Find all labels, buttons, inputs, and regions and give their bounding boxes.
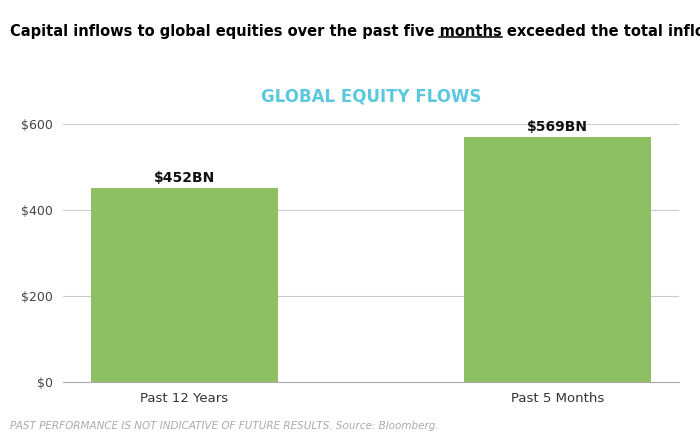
Text: PAST PERFORMANCE IS NOT INDICATIVE OF FUTURE RESULTS. Source: Bloomberg.: PAST PERFORMANCE IS NOT INDICATIVE OF FU…: [10, 420, 438, 431]
Bar: [464, 137, 651, 382]
Text: $569BN: $569BN: [527, 120, 588, 135]
Text: Capital inflows to global equities over the past five months exceeded the total : Capital inflows to global equities over …: [10, 24, 700, 40]
Text: $452BN: $452BN: [154, 170, 215, 185]
Bar: [91, 188, 278, 382]
Title: GLOBAL EQUITY FLOWS: GLOBAL EQUITY FLOWS: [261, 87, 481, 106]
